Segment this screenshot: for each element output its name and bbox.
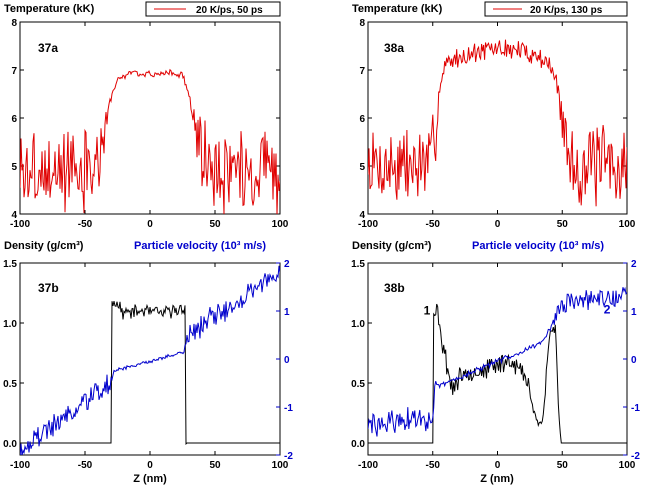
xtick-label-38a-3: 50 — [557, 219, 569, 230]
ytick-label-37a-3: 7 — [11, 66, 17, 77]
xtick-label-37a-2: 0 — [147, 219, 153, 230]
ytick-label-38b-2: 1.0 — [351, 319, 365, 330]
xtick-label-38a-0: -100 — [358, 219, 378, 230]
ytick-label-38b-3: 1.5 — [351, 259, 365, 270]
series-37b-density — [20, 300, 280, 446]
panel-label-38a: 38a — [384, 41, 404, 55]
y2tick-label-38b-2: 0 — [631, 355, 637, 366]
y2label-38b: Particle velocity (10³ m/s) — [472, 240, 604, 252]
panel-37b: Density (g/cm³) Particle velocity (10³ m… — [3, 240, 293, 485]
xtick-label-38b-2: 0 — [495, 460, 501, 471]
annotation-38b-1: 2 — [604, 302, 611, 316]
y2tick-label-38b-0: -2 — [631, 451, 640, 462]
legend-box-37a — [145, 1, 281, 17]
panel-label-37b: 37b — [38, 281, 59, 295]
xtick-label-38b-0: -100 — [358, 460, 378, 471]
ytick-label-37a-1: 5 — [11, 162, 17, 173]
xlabel-38b: Z (nm) — [480, 473, 514, 485]
ylabel-38a: Temperature (kK) — [352, 3, 443, 15]
legend-box-38a — [484, 1, 628, 17]
ytick-label-38a-0: 4 — [359, 210, 365, 221]
ytick-label-38b-1: 0.5 — [351, 379, 365, 390]
panel-38b: Density (g/cm³) Particle velocity (10³ m… — [351, 240, 640, 485]
panel-label-38b: 38b — [384, 281, 405, 295]
xtick-label-37a-3: 50 — [209, 219, 221, 230]
ylabel-37b: Density (g/cm³) — [4, 240, 84, 252]
plot-frame-37a — [19, 21, 281, 215]
ytick-label-37a-2: 6 — [11, 114, 17, 125]
y2tick-label-37b-1: -1 — [284, 403, 293, 414]
ylabel-38b: Density (g/cm³) — [352, 240, 432, 252]
ytick-label-38a-1: 5 — [359, 162, 365, 173]
ytick-label-37a-4: 8 — [11, 18, 17, 29]
xtick-label-38b-1: -50 — [426, 460, 441, 471]
ytick-label-38a-4: 8 — [359, 18, 365, 29]
plot-area-38a: -100 -50 0 50 100 4 5 6 7 8 — [358, 18, 636, 230]
xtick-label-38a-4: 100 — [619, 219, 636, 230]
legend-38a: 20 K/ps, 130 ps — [484, 1, 628, 17]
ylabel-37a: Temperature (kK) — [4, 3, 95, 15]
ytick-label-38a-3: 7 — [359, 66, 365, 77]
y2tick-label-37b-3: 1 — [284, 307, 290, 318]
legend-label-37a: 20 K/ps, 50 ps — [196, 5, 263, 16]
xtick-label-37b-4: 100 — [272, 460, 289, 471]
ytick-label-37a-0: 4 — [11, 210, 17, 221]
series-38b-density — [368, 303, 627, 444]
ytick-label-37b-0: 0.0 — [3, 439, 17, 450]
xtick-label-37b-3: 50 — [209, 460, 221, 471]
y2label-37b: Particle velocity (10³ m/s) — [134, 240, 266, 252]
xtick-label-38b-3: 50 — [557, 460, 569, 471]
legend-37a: 20 K/ps, 50 ps — [145, 1, 281, 17]
y2tick-label-38b-4: 2 — [631, 259, 637, 270]
panel-38a: Temperature (kK) 20 K/ps, 130 ps 38a -10… — [352, 1, 636, 230]
xtick-label-37b-2: 0 — [147, 460, 153, 471]
panel-label-37a: 37a — [38, 41, 58, 55]
plot-area-37b: -100 -50 0 50 100 0.0 0.5 1.0 1.5 -2 -1 0 1 2 — [3, 259, 293, 471]
xtick-label-37b-0: -100 — [10, 460, 30, 471]
ytick-label-38b-0: 0.0 — [351, 439, 365, 450]
series-37b-velocity — [20, 265, 280, 455]
xlabel-37b: Z (nm) — [133, 473, 167, 485]
xtick-label-37a-1: -50 — [78, 219, 93, 230]
ytick-label-37b-3: 1.5 — [3, 259, 17, 270]
ytick-label-38a-2: 6 — [359, 114, 365, 125]
series-37a-20-k-ps-50-ps — [20, 68, 280, 214]
y2tick-label-37b-4: 2 — [284, 259, 290, 270]
xtick-label-37b-1: -50 — [78, 460, 93, 471]
xtick-label-38a-1: -50 — [426, 219, 441, 230]
xtick-label-38b-4: 100 — [619, 460, 636, 471]
series-38a-20-k-ps-130-ps — [368, 39, 627, 207]
plot-area-38b: -100 -50 0 50 100 0.0 0.5 1.0 1.5 -2 -1 0 1 2 1 2 — [351, 259, 640, 471]
ytick-label-37b-1: 0.5 — [3, 379, 17, 390]
xtick-label-37a-4: 100 — [272, 219, 289, 230]
xtick-label-38a-2: 0 — [495, 219, 501, 230]
xtick-label-37a-0: -100 — [10, 219, 30, 230]
y2tick-label-37b-0: -2 — [284, 451, 293, 462]
panel-37a: Temperature (kK) 20 K/ps, 50 ps 37a -100… — [4, 1, 289, 230]
ytick-label-37b-2: 1.0 — [3, 319, 17, 330]
annotation-38b-0: 1 — [424, 304, 431, 318]
y2tick-label-38b-1: -1 — [631, 403, 640, 414]
series-38b-velocity — [368, 286, 627, 437]
y2tick-label-37b-2: 0 — [284, 355, 290, 366]
legend-label-38a: 20 K/ps, 130 ps — [530, 5, 603, 16]
y2tick-label-38b-3: 1 — [631, 307, 637, 318]
plot-area-37a: -100 -50 0 50 100 4 5 6 7 8 — [10, 18, 289, 230]
